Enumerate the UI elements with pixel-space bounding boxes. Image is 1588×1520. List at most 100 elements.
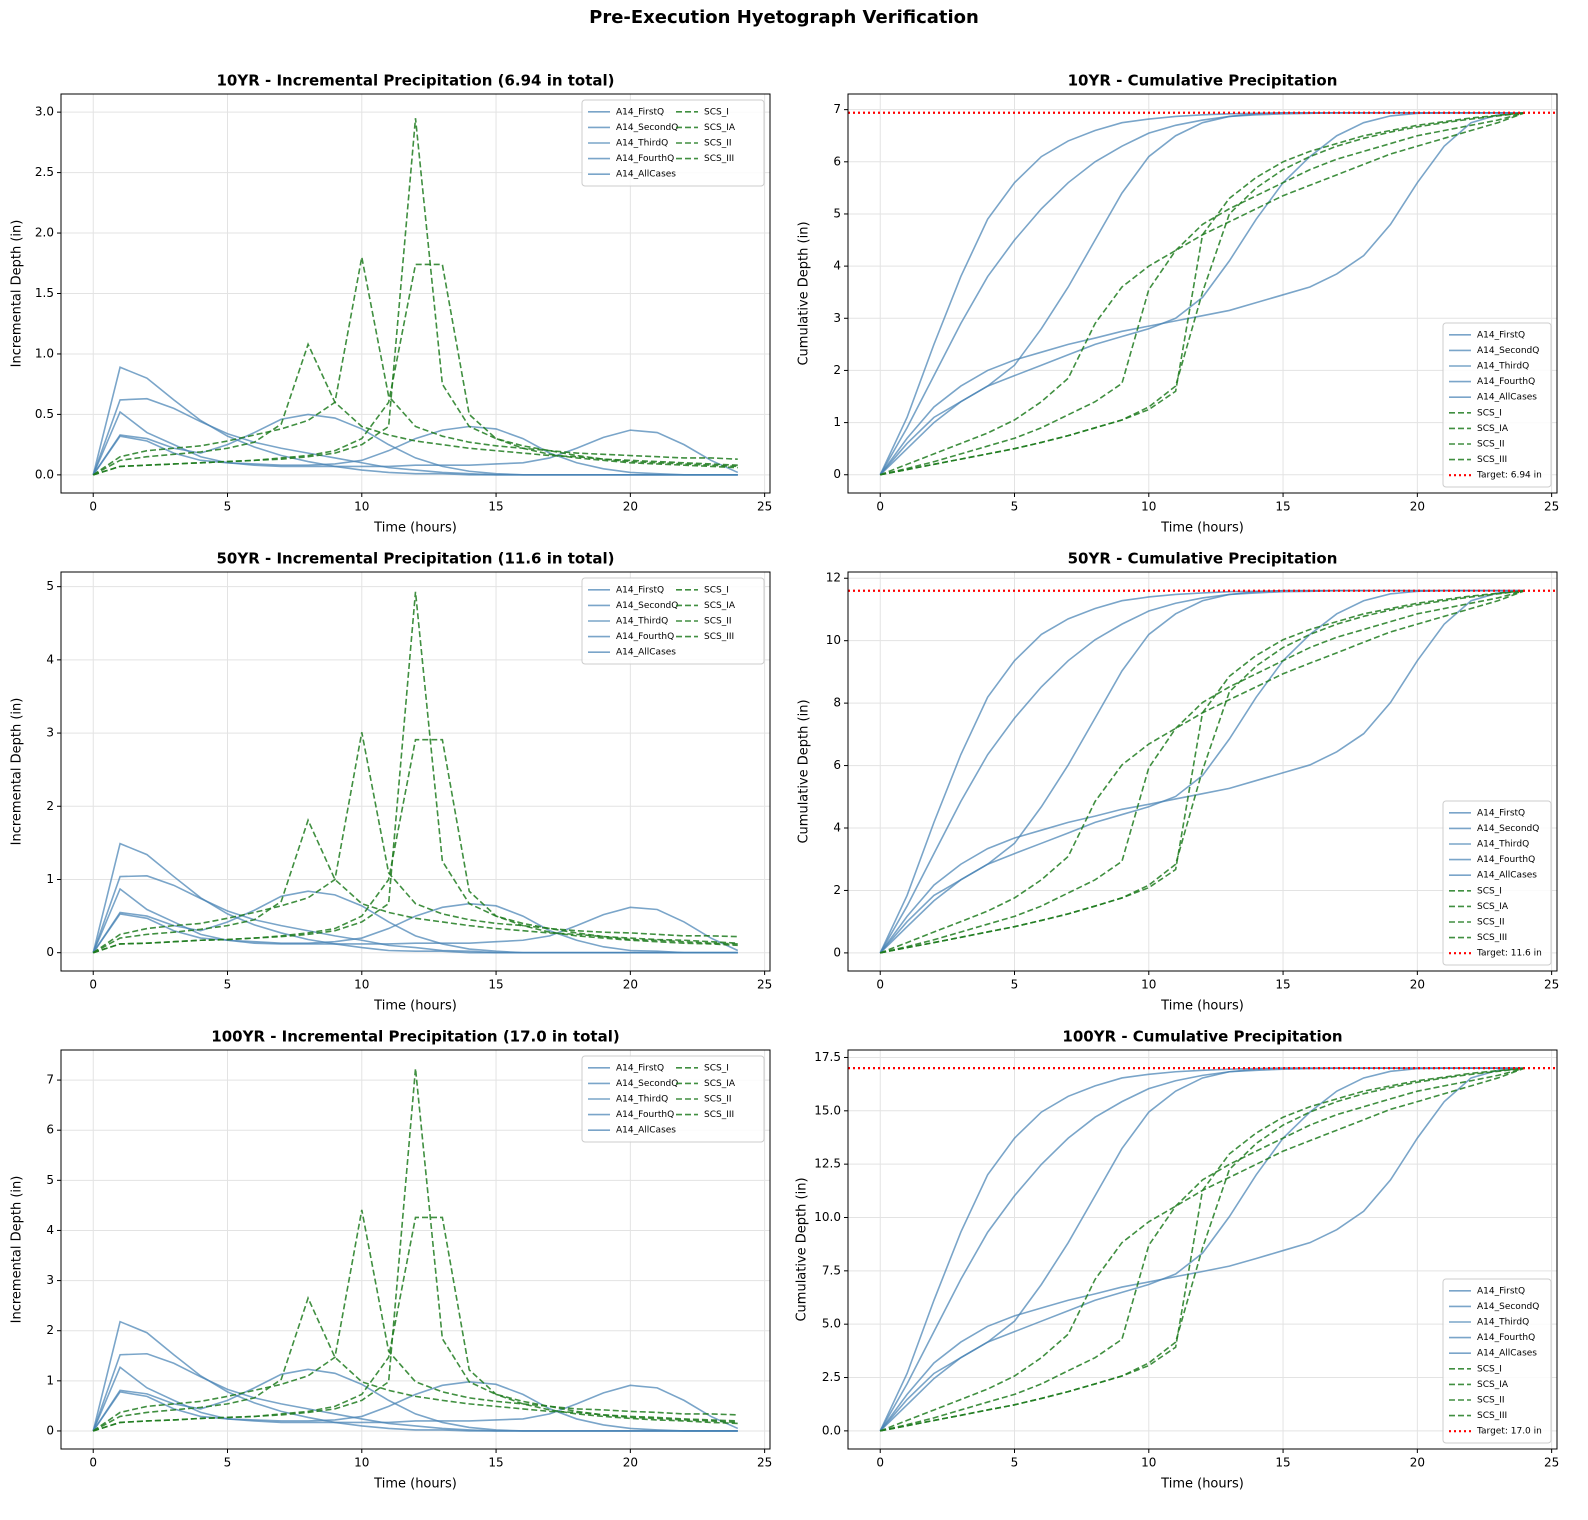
x-tick-label: 20 — [1410, 978, 1425, 992]
legend-label: SCS_III — [1477, 1411, 1507, 1421]
y-tick-label: 1 — [833, 415, 841, 429]
x-tick-label: 20 — [623, 1456, 638, 1470]
legend-label: A14_ThirdQ — [616, 139, 668, 149]
y-tick-label: 10.0 — [814, 1210, 841, 1224]
legend-label: A14_AllCases — [616, 1126, 676, 1136]
series-line — [880, 589, 1525, 954]
series-line — [92, 1381, 738, 1432]
y-axis-label: Cumulative Depth (in) — [797, 699, 812, 843]
legend-label: A14_FirstQ — [1477, 1286, 1525, 1296]
legend-box — [1442, 322, 1552, 488]
legend-label: A14_ThirdQ — [1477, 362, 1529, 372]
y-tick-label: 2 — [833, 363, 841, 377]
series-line — [92, 425, 738, 476]
legend-label: A14_AllCases — [616, 170, 676, 180]
axes-frame — [847, 93, 1558, 494]
legend: A14_FirstQ A14_SecondQ A14_ThirdQ A14_Fourt… — [581, 1055, 765, 1143]
legend-label: SCS_I — [1477, 1364, 1502, 1374]
x-tick-label: 15 — [488, 1456, 503, 1470]
x-tick-label: 20 — [623, 500, 638, 514]
x-tick-label: 15 — [1275, 500, 1290, 514]
y-tick-label: 0 — [46, 945, 54, 959]
legend: A14_FirstQ A14_SecondQ A14_ThirdQ A14_Fourt… — [1442, 322, 1552, 488]
legend-label: SCS_II — [1477, 918, 1505, 928]
y-axis-label: Incremental Depth (in) — [10, 220, 25, 368]
x-tick-label: 10 — [354, 1456, 369, 1470]
legend-label: A14_FourthQ — [616, 154, 674, 164]
series-line — [92, 410, 739, 476]
y-axis-label: Incremental Depth (in) — [10, 698, 25, 846]
y-tick-label: 3 — [46, 726, 54, 740]
y-tick-label: 1.0 — [35, 346, 54, 360]
series-line — [92, 817, 738, 954]
legend-label: A14_FirstQ — [1477, 330, 1525, 340]
legend-label: A14_SecondQ — [616, 1079, 678, 1089]
y-tick-label: 7 — [833, 102, 841, 116]
legend-label: SCS_II — [704, 617, 732, 627]
legend-box — [581, 577, 765, 665]
chart-title: 10YR - Incremental Precipitation (6.94 i… — [217, 72, 615, 90]
legend-label: SCS_IA — [704, 1079, 736, 1089]
legend-label: A14_ThirdQ — [616, 617, 668, 627]
x-tick-label: 0 — [89, 500, 97, 514]
legend-label: SCS_II — [704, 139, 732, 149]
legend-label: A14_AllCases — [1477, 871, 1537, 881]
axes: 0 5 10 15 20 25 0.0 0.5 1.0 1.5 2.0 2.5 3.0 A14_First… — [35, 93, 772, 514]
x-tick-label: 20 — [1410, 1456, 1425, 1470]
legend-label: SCS_IA — [1477, 424, 1509, 434]
legend-label: A14_SecondQ — [616, 123, 678, 133]
x-tick-label: 5 — [224, 500, 232, 514]
legend-label: A14_FourthQ — [1477, 1333, 1535, 1343]
y-axis-label: Cumulative Depth (in) — [795, 1177, 810, 1321]
series-line — [880, 112, 1525, 476]
x-axis-label: Time (hours) — [373, 521, 457, 536]
legend-label: SCS_III — [704, 632, 734, 642]
legend-label: SCS_I — [704, 1063, 729, 1073]
series-line — [92, 902, 738, 954]
series-line — [92, 738, 738, 954]
axes-frame — [847, 1049, 1558, 1450]
x-tick-label: 15 — [488, 978, 503, 992]
series-line — [880, 111, 1525, 476]
y-tick-label: 0.0 — [35, 467, 54, 481]
y-tick-label: 2.5 — [822, 1370, 841, 1384]
legend-label: A14_FourthQ — [1477, 377, 1535, 387]
legend-label: A14_AllCases — [616, 648, 676, 658]
axes-frame — [60, 1049, 771, 1450]
x-tick-label: 5 — [1011, 500, 1019, 514]
y-tick-label: 1.5 — [35, 286, 54, 300]
legend: A14_FirstQ A14_SecondQ A14_ThirdQ A14_Fourt… — [1442, 800, 1552, 966]
x-tick-label: 15 — [488, 500, 503, 514]
x-tick-label: 25 — [757, 978, 772, 992]
y-tick-label: 12.5 — [814, 1157, 841, 1171]
y-tick-label: 2 — [833, 883, 841, 897]
legend-label: SCS_III — [704, 154, 734, 164]
y-tick-label: 1 — [46, 872, 54, 886]
series-line — [92, 887, 739, 954]
legend-label: SCS_III — [704, 1110, 734, 1120]
y-tick-label: 8 — [833, 696, 841, 710]
x-tick-label: 25 — [1544, 978, 1559, 992]
series-line — [92, 1352, 738, 1432]
y-tick-label: 4 — [46, 652, 54, 666]
x-tick-label: 0 — [89, 978, 97, 992]
y-tick-label: 3 — [46, 1273, 54, 1287]
series-line — [92, 263, 738, 476]
axes: 0 5 10 15 20 2501234567A14_FirstQA14_SecondQA… — [833, 93, 1559, 514]
axes-frame — [60, 93, 771, 494]
x-tick-label: 5 — [224, 1456, 232, 1470]
y-tick-label: 4 — [833, 259, 841, 273]
series-line — [879, 589, 1525, 954]
legend-label: SCS_IA — [704, 123, 736, 133]
x-tick-label: 20 — [623, 978, 638, 992]
y-tick-label: 5 — [46, 579, 54, 593]
y-tick-label: 0 — [46, 1423, 54, 1437]
x-tick-label: 10 — [354, 978, 369, 992]
y-tick-label: 2 — [46, 799, 54, 813]
legend-label: A14_ThirdQ — [1477, 840, 1529, 850]
legend-label: A14_FourthQ — [616, 632, 674, 642]
chart-title: 100YR - Incremental Precipitation (17.0 … — [211, 1028, 619, 1046]
